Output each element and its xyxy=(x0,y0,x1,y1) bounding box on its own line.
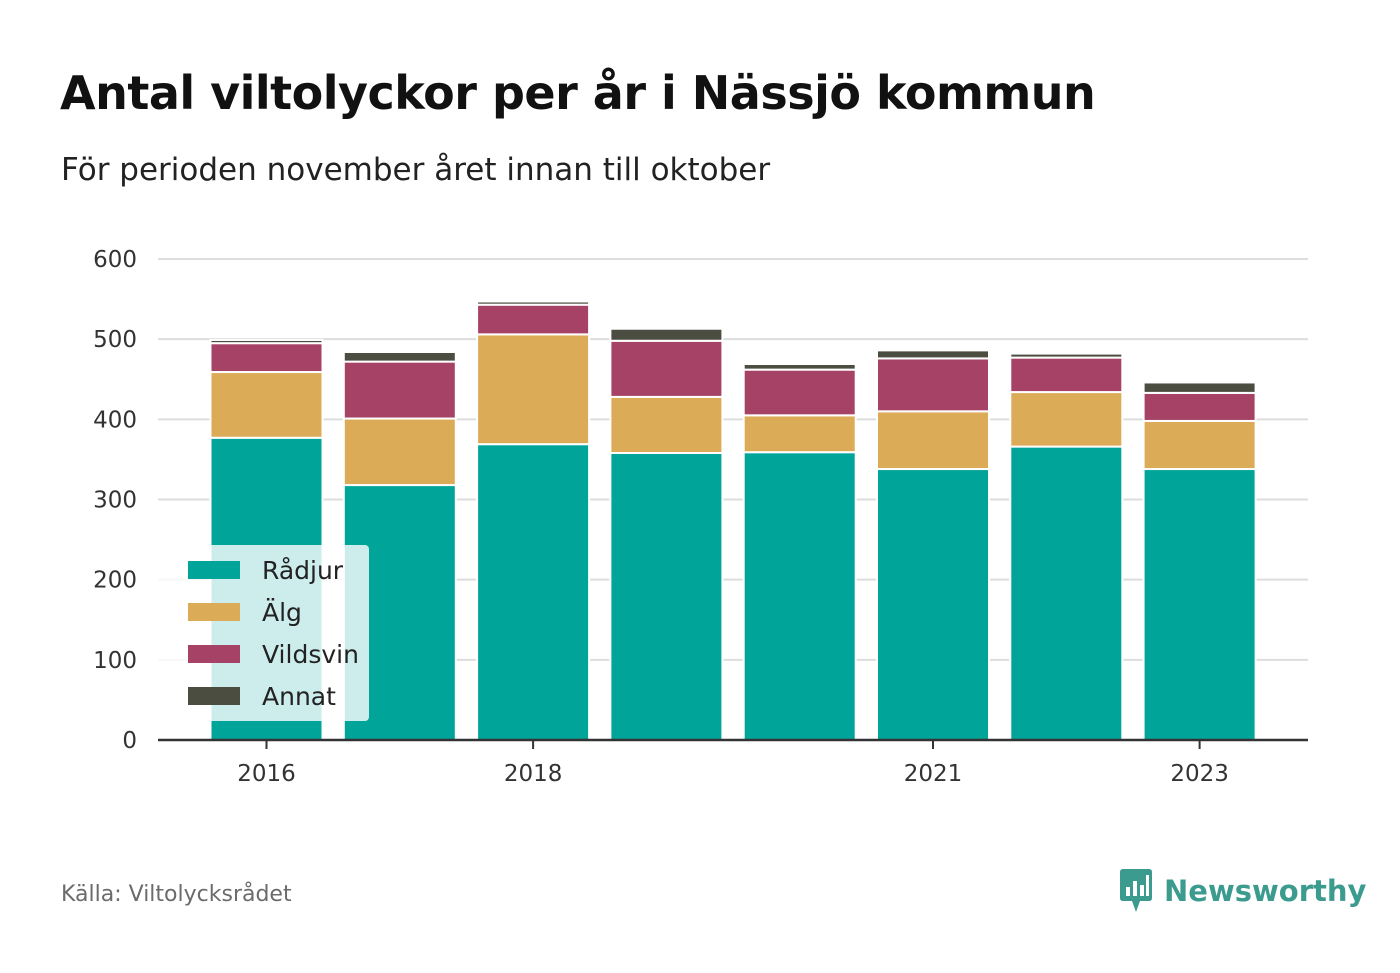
y-tick-label: 100 xyxy=(93,648,137,674)
legend-swatch-vildsvin xyxy=(188,645,240,663)
bar-segment-rådjur-2022 xyxy=(1009,445,1124,741)
chart-title: Antal viltolyckor per år i Nässjö kommun xyxy=(60,66,1096,120)
bar-segment-vildsvin-2020 xyxy=(742,368,857,417)
bar-segment-vildsvin-2017 xyxy=(342,360,457,420)
bar-segment-vildsvin-2018 xyxy=(476,303,591,336)
legend-label-älg: Älg xyxy=(262,598,302,627)
newsworthy-logo: Newsworthy xyxy=(1118,868,1366,914)
legend-box xyxy=(158,545,369,721)
bar-segment-vildsvin-2022 xyxy=(1009,356,1124,394)
bar-segment-annat-2018 xyxy=(476,300,591,306)
y-tick-label: 0 xyxy=(122,728,137,754)
bar-segment-annat-2022 xyxy=(1009,352,1124,359)
y-tick-label: 200 xyxy=(93,568,137,594)
x-tick-label: 2021 xyxy=(904,761,963,787)
bar-segment-älg-2016 xyxy=(209,371,324,439)
bar-segment-älg-2017 xyxy=(342,417,457,487)
bar-segment-vildsvin-2021 xyxy=(876,357,990,413)
legend-swatch-rådjur xyxy=(188,561,240,579)
bar-segment-rådjur-2018 xyxy=(476,443,591,741)
bar-segment-rådjur-2020 xyxy=(742,451,857,741)
legend-swatch-annat xyxy=(188,687,240,705)
bar-segment-rådjur-2021 xyxy=(876,468,990,741)
bar-segment-älg-2021 xyxy=(876,410,990,471)
x-tick-label: 2023 xyxy=(1170,761,1229,787)
legend-label-rådjur: Rådjur xyxy=(262,556,344,585)
bar-segment-älg-2023 xyxy=(1142,419,1257,471)
legend: Rådjur Älg Vildsvin Annat xyxy=(158,545,369,721)
bar-segment-annat-2017 xyxy=(342,350,457,363)
bar-segment-älg-2018 xyxy=(476,333,591,446)
legend-label-annat: Annat xyxy=(262,682,336,711)
y-tick-label: 300 xyxy=(93,488,137,514)
stacked-bar-chart: 0 100 200 300 400 500 600 2016 2018 2021 2023 Råd… xyxy=(93,247,1308,787)
source-note: Källa: Viltolycksrådet xyxy=(61,882,292,907)
bar-segment-annat-2020 xyxy=(742,363,857,371)
newsworthy-logo-icon xyxy=(1120,869,1152,912)
legend-label-vildsvin: Vildsvin xyxy=(262,640,359,669)
x-axis-labels: 2016 2018 2021 2023 xyxy=(237,740,1229,787)
bar-segment-vildsvin-2023 xyxy=(1142,391,1257,422)
bar-segment-rådjur-2019 xyxy=(609,452,724,741)
x-tick-label: 2018 xyxy=(504,761,563,787)
y-tick-label: 400 xyxy=(93,407,137,433)
newsworthy-logo-text: Newsworthy xyxy=(1164,874,1367,908)
y-axis-labels: 0 100 200 300 400 500 600 xyxy=(93,247,137,754)
bar-segment-älg-2022 xyxy=(1009,391,1124,448)
y-tick-label: 500 xyxy=(93,327,137,353)
bar-segment-annat-2023 xyxy=(1142,381,1257,394)
y-tick-label: 600 xyxy=(93,247,137,273)
bar-segment-vildsvin-2016 xyxy=(209,342,324,374)
x-tick-label: 2016 xyxy=(237,761,296,787)
bar-segment-annat-2021 xyxy=(876,349,990,360)
bar-segment-älg-2019 xyxy=(609,395,724,455)
bar-segment-älg-2020 xyxy=(742,414,857,454)
bar-segment-vildsvin-2019 xyxy=(609,339,724,398)
chart-subtitle: För perioden november året innan till ok… xyxy=(61,152,771,188)
bar-segment-rådjur-2023 xyxy=(1142,468,1257,741)
legend-swatch-älg xyxy=(188,603,240,621)
bar-segment-annat-2016 xyxy=(209,338,324,345)
bar-segment-annat-2019 xyxy=(609,327,724,342)
